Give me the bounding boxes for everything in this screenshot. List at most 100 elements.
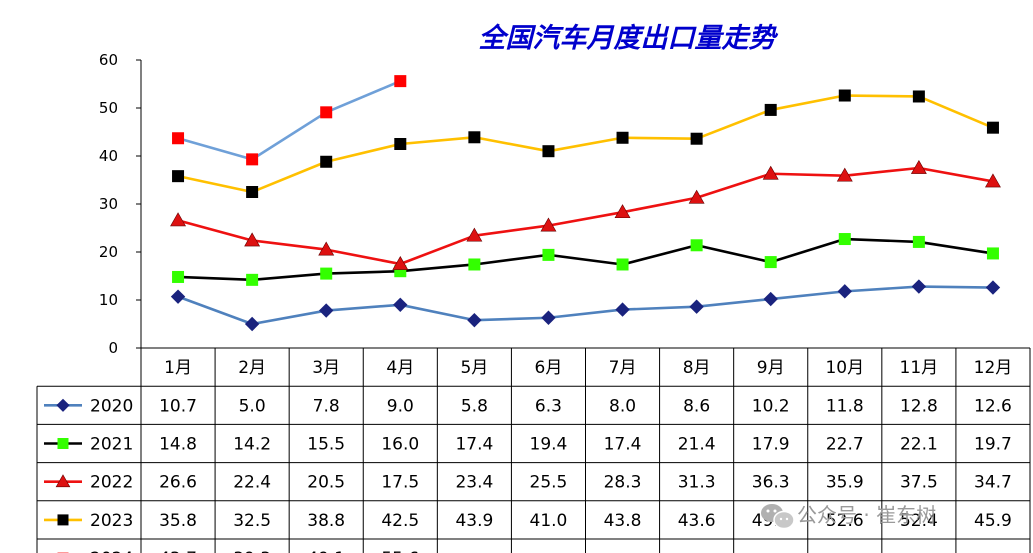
data-label: 14.2 [233,435,271,455]
data-label: 8.6 [683,396,710,416]
x-tick-label: 2月 [238,358,266,378]
data-point [394,138,407,150]
x-tick-label: 7月 [609,358,637,378]
data-label: 42.5 [381,511,419,531]
legend-label: 2024 [90,549,133,553]
data-label: 35.8 [159,511,197,531]
data-label: 12.8 [900,396,938,416]
data-label: 34.7 [974,473,1012,493]
legend-label: 2020 [90,396,133,416]
data-label: 14.8 [159,435,197,455]
data-point [320,106,333,119]
data-point [910,159,927,174]
data-point [170,289,186,304]
y-tick-label: 20 [99,243,118,261]
data-point [393,297,408,312]
data-label: 41.0 [530,511,568,531]
data-label: 17.4 [455,435,493,455]
x-tick-label: 9月 [757,358,785,378]
data-point [55,474,71,488]
data-point [836,167,853,182]
series-line [177,237,994,282]
wechat-icon [761,504,795,530]
data-point [616,258,629,271]
data-point [837,284,852,299]
data-label: 8.0 [609,396,636,416]
x-tick-label: 3月 [312,358,340,378]
series-line [177,285,993,326]
legend-label: 2023 [90,511,133,531]
data-label: 22.1 [900,435,938,455]
data-label: 7.8 [313,396,340,416]
data-point [764,256,777,269]
data-point [986,121,999,134]
data-label: 16.0 [381,435,419,455]
data-point [170,212,186,227]
x-tick-label: 4月 [386,358,414,378]
data-point [320,267,333,280]
data-point [615,302,630,317]
data-label: 52.4 [900,511,938,531]
y-axis: 0 10 20 30 40 50 60 [99,51,142,357]
legend-label: 2021 [90,435,133,455]
data-point [764,103,777,116]
data-point [838,89,851,102]
data-point [542,248,555,261]
data-label: 37.5 [900,473,938,493]
watermark-text: 公众号 · 崔东树 [797,503,936,527]
data-label: 49.1 [307,549,345,553]
legend-label: 2022 [90,473,133,493]
data-label: 21.4 [678,435,716,455]
data-point [318,241,335,256]
data-label: 43.6 [678,511,716,531]
data-label: 32.5 [233,511,271,531]
data-label: 28.3 [604,473,642,493]
series-2020 [170,279,1001,332]
data-label: 17.9 [752,435,790,455]
data-point [614,204,631,219]
series-line [177,79,401,161]
data-table: 1月 2月 3月 4月 5月 6月 7月 8月 9月 10月 11月 12月 2020 10.7 5.0 7.… [36,347,1031,553]
data-point [172,170,185,183]
data-point [912,90,925,103]
data-label: 17.5 [381,473,419,493]
data-point [468,258,481,271]
y-tick-label: 10 [99,291,118,309]
data-point [467,312,482,328]
data-point [690,239,703,252]
data-point [246,153,259,166]
data-point [690,132,703,145]
data-label: 26.6 [159,473,197,493]
data-label: 35.9 [826,473,864,493]
y-tick-label: 40 [99,147,118,165]
data-point [542,145,555,158]
series-2021 [172,233,999,286]
data-point [392,255,409,270]
data-label: 12.6 [974,396,1012,416]
data-point [763,291,778,307]
series-line [177,94,994,194]
data-label: 15.5 [307,435,345,455]
data-label: 43.8 [604,511,642,531]
data-label: 31.3 [678,473,716,493]
data-point [838,233,851,246]
x-tick-label: 5月 [460,358,488,378]
series-2023 [172,89,999,198]
watermark: 公众号 · 崔东树 [761,503,936,530]
data-label: 36.3 [752,473,790,493]
data-point [985,280,1001,295]
data-point [466,227,483,242]
x-tick-label: 10月 [825,358,864,378]
data-label: 23.4 [455,473,493,493]
data-point [689,299,704,314]
data-label: 39.3 [233,549,271,553]
data-label: 19.7 [974,435,1012,455]
data-point [244,232,261,247]
chart-title: 全国汽车月度出口量走势 [479,23,779,54]
data-label: 52.6 [826,511,864,531]
data-label: 25.5 [530,473,568,493]
data-label: 38.8 [307,511,345,531]
data-point [541,310,556,325]
